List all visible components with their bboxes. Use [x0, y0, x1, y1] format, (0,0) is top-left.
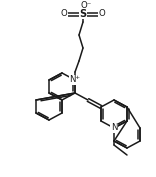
Text: O: O	[61, 10, 67, 19]
Text: O⁻: O⁻	[80, 1, 92, 10]
Text: N⁺: N⁺	[69, 76, 80, 84]
Text: O: O	[99, 10, 105, 19]
Text: S: S	[79, 9, 87, 19]
Text: N: N	[111, 124, 117, 133]
